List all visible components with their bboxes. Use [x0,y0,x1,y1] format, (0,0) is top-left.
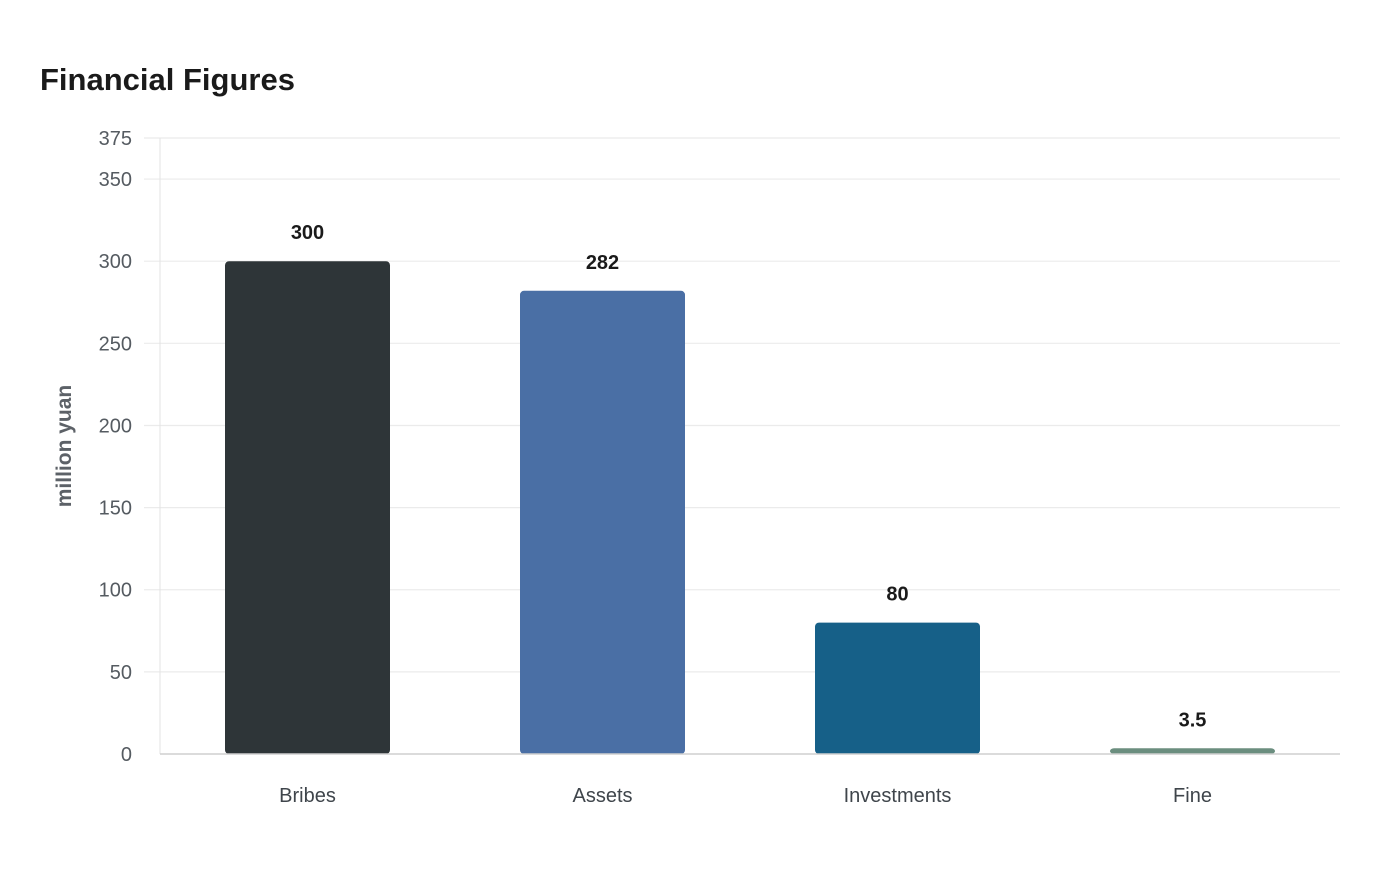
y-tick-label: 100 [99,580,132,602]
x-tick-label: Fine [1173,785,1212,807]
y-tick-label: 200 [99,415,132,437]
bar [225,261,390,754]
y-tick-label: 150 [99,498,132,520]
x-tick-label: Investments [844,785,952,807]
y-tick-label: 375 [99,128,132,150]
bar [520,290,685,754]
x-tick-label: Assets [572,785,632,807]
bar [815,622,980,754]
data-label: 282 [586,252,619,274]
data-label: 80 [886,584,908,606]
bars [225,261,1275,754]
y-tick-label: 350 [99,169,132,191]
data-label: 3.5 [1179,709,1207,731]
y-tick-label: 50 [110,662,132,684]
y-tick-label: 300 [99,251,132,273]
x-tick-label: Bribes [279,785,336,807]
y-axis-title: million yuan [53,385,76,508]
data-label: 300 [291,222,324,244]
labels: 0 50 100 150 200 250 300 350 375 300 Bribes 282 Asse… [99,128,1212,807]
y-tick-label: 0 [121,744,132,766]
bar [1110,748,1275,754]
y-tick-label: 250 [99,333,132,355]
chart-title: Financial Figures [40,62,295,97]
